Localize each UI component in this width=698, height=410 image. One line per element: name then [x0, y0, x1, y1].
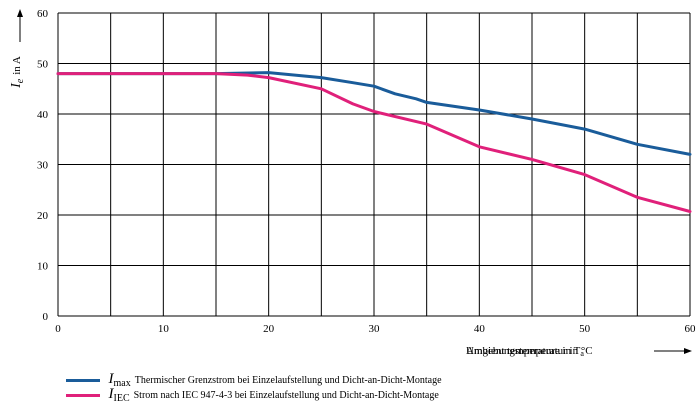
y-tick-label: 40: [37, 109, 49, 121]
legend-label-imax: Thermischer Grenzstrom bei Einzelaufstel…: [134, 375, 442, 386]
y-tick-label: 0: [43, 311, 49, 323]
x-axis-title: Ambient temperature in Ta: [466, 345, 584, 358]
legend-swatch-iiec: [66, 394, 100, 398]
x-tick-label: 60: [685, 323, 697, 335]
legend-symbol-iiec: I: [108, 386, 114, 402]
x-tick-label: 40: [474, 323, 486, 335]
x-axis-title-primary: Umgebungstemperatur in °C: [466, 345, 593, 357]
legend-item-imax: Imax Thermischer Grenzstrom bei Einzelauf…: [66, 371, 442, 389]
x-axis-arrowhead: [684, 348, 692, 354]
legend-item-iiec: IIEC Strom nach IEC 947-4-3 bei Einzelauf…: [66, 386, 439, 404]
x-tick-label: 50: [579, 323, 591, 335]
x-tick-labels: 0 10 20 30 40 50 60: [55, 323, 696, 335]
y-tick-label: 50: [37, 59, 49, 71]
series-line-iec: [56, 72, 692, 213]
y-tick-labels: 0 10 20 30 40 50 60: [37, 8, 49, 323]
y-tick-label: 10: [37, 261, 49, 273]
y-axis-subscript: e: [15, 78, 26, 83]
y-tick-label: 20: [37, 210, 49, 222]
y-axis-title: Ie in A: [9, 56, 26, 89]
y-tick-label: 30: [37, 160, 49, 172]
x-axis-title-overprint: Ambient temperature in T: [466, 345, 581, 357]
grid: [57, 12, 691, 317]
legend-label-iiec: Strom nach IEC 947-4-3 bei Einzelaufstel…: [133, 390, 439, 401]
y-tick-label: 60: [37, 8, 49, 20]
y-axis-arrowhead: [17, 9, 23, 17]
legend-sub-imax: max: [113, 378, 131, 389]
x-tick-label: 30: [369, 323, 381, 335]
x-axis-title-overprint-sub: a: [580, 349, 584, 358]
y-axis-symbol: I: [9, 82, 24, 89]
legend-symbol-imax: I: [108, 371, 114, 387]
series-lines: [56, 71, 692, 213]
x-tick-label: 20: [263, 323, 275, 335]
legend-sub-iiec: IEC: [113, 393, 130, 404]
y-axis-unit: in A: [11, 56, 23, 75]
x-tick-label: 10: [158, 323, 170, 335]
legend-swatch-imax: [66, 379, 100, 383]
x-tick-label: 0: [55, 323, 61, 335]
